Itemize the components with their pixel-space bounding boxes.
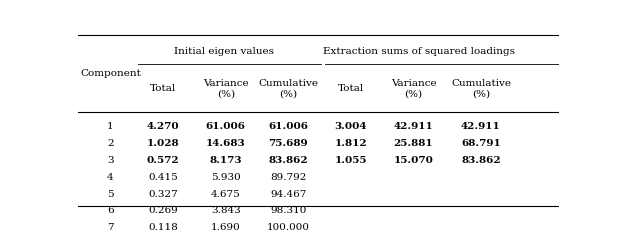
Text: Total: Total <box>338 84 364 93</box>
Text: 15.070: 15.070 <box>394 156 433 165</box>
Text: 7: 7 <box>107 223 114 232</box>
Text: 100.000: 100.000 <box>267 223 310 232</box>
Text: Cumulative
(%): Cumulative (%) <box>451 79 511 98</box>
Text: 0.327: 0.327 <box>148 190 178 199</box>
Text: 0.269: 0.269 <box>148 207 178 215</box>
Text: 61.006: 61.006 <box>268 122 309 131</box>
Text: 1.812: 1.812 <box>335 139 367 148</box>
Text: 83.862: 83.862 <box>461 156 501 165</box>
Text: 94.467: 94.467 <box>270 190 307 199</box>
Text: 75.689: 75.689 <box>269 139 308 148</box>
Text: Extraction sums of squared loadings: Extraction sums of squared loadings <box>324 47 515 56</box>
Text: 98.310: 98.310 <box>270 207 307 215</box>
Text: 5: 5 <box>107 190 114 199</box>
Text: 4.675: 4.675 <box>211 190 241 199</box>
Text: 1.690: 1.690 <box>211 223 241 232</box>
Text: 0.118: 0.118 <box>148 223 178 232</box>
Text: 42.911: 42.911 <box>394 122 433 131</box>
Text: 4: 4 <box>107 173 114 182</box>
Text: Cumulative
(%): Cumulative (%) <box>258 79 319 98</box>
Text: Variance
(%): Variance (%) <box>203 79 248 98</box>
Text: 89.792: 89.792 <box>270 173 307 182</box>
Text: Initial eigen values: Initial eigen values <box>175 47 274 56</box>
Text: 2: 2 <box>107 139 114 148</box>
Text: 3.843: 3.843 <box>211 207 241 215</box>
Text: 3.004: 3.004 <box>335 122 367 131</box>
Text: Total: Total <box>150 84 176 93</box>
Text: 61.006: 61.006 <box>206 122 246 131</box>
Text: 8.173: 8.173 <box>210 156 242 165</box>
Text: 3: 3 <box>107 156 114 165</box>
Text: 6: 6 <box>107 207 114 215</box>
Text: 0.572: 0.572 <box>147 156 179 165</box>
Text: 0.415: 0.415 <box>148 173 178 182</box>
Text: 83.862: 83.862 <box>269 156 308 165</box>
Text: 1: 1 <box>107 122 114 131</box>
Text: 1.055: 1.055 <box>335 156 367 165</box>
Text: Variance
(%): Variance (%) <box>391 79 437 98</box>
Text: 14.683: 14.683 <box>206 139 246 148</box>
Text: 4.270: 4.270 <box>147 122 179 131</box>
Text: 25.881: 25.881 <box>394 139 433 148</box>
Text: Component: Component <box>80 69 141 78</box>
Text: 68.791: 68.791 <box>461 139 501 148</box>
Text: 1.028: 1.028 <box>147 139 179 148</box>
Text: 5.930: 5.930 <box>211 173 241 182</box>
Text: 42.911: 42.911 <box>461 122 501 131</box>
